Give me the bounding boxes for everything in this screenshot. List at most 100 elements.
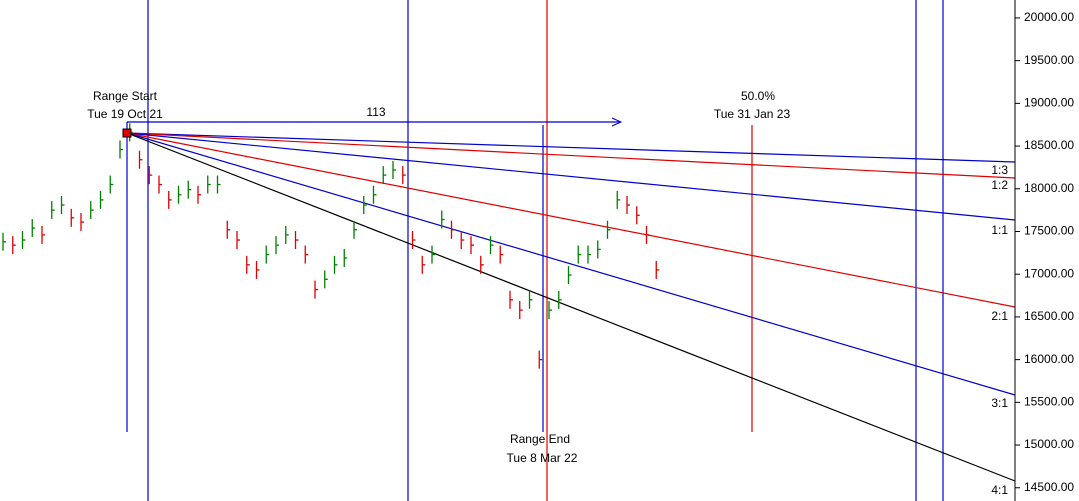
price-bar [285,225,289,244]
price-bar [616,190,621,209]
price-bar [382,166,387,185]
price-bar [158,175,162,194]
fan-label: 1:3 [991,163,1008,177]
price-bar [275,236,279,255]
price-bar [460,231,465,250]
price-bar [587,245,591,264]
price-bar [168,190,172,209]
price-bar [450,220,455,239]
price-bar [597,240,601,259]
fan-line [126,132,1016,396]
price-bar [177,185,182,204]
price-bar [392,160,396,179]
y-tick-label: 15500.00 [1024,395,1074,409]
price-bar [90,201,94,220]
y-tick-label: 15000.00 [1024,437,1074,451]
arrow-head [611,117,623,127]
price-bar [470,236,474,255]
price-bar [304,245,309,264]
y-tick-label: 19000.00 [1024,96,1074,110]
fan-label: 2:1 [991,309,1008,323]
fan-line [126,132,1016,163]
price-bar [216,175,221,194]
price-bar [353,220,357,239]
price-bar [294,231,299,250]
annotation: 50.0% [741,89,775,103]
y-tick-label: 17000.00 [1024,266,1074,280]
annotation: Tue 19 Oct 21 [87,107,163,121]
price-bar [265,245,270,264]
price-bar [51,201,55,220]
price-bar [187,180,192,199]
price-bar [645,225,650,244]
price-bar [21,231,26,250]
price-bar [138,150,143,169]
y-tick-label: 14500.00 [1024,480,1074,494]
price-bar [12,236,16,255]
price-bar [528,290,533,309]
price-bar [226,220,231,239]
price-bar [577,245,582,264]
price-bar [363,196,367,215]
price-bar [519,301,523,320]
y-tick-label: 16500.00 [1024,309,1074,323]
range-start-marker [122,128,132,138]
price-bar [246,255,250,274]
y-tick-label: 17500.00 [1024,224,1074,238]
fan-label: 1:2 [991,178,1008,192]
price-bar [41,225,45,244]
fan-line [126,132,1016,179]
price-bar [207,175,211,194]
fan-line [126,132,1016,482]
price-bar [626,196,630,215]
price-bar [480,255,484,274]
annotation: 113 [366,105,385,119]
price-bar [606,220,611,239]
price-bar [558,290,562,309]
price-bar [538,350,543,369]
price-bar [60,196,65,215]
annotation: Tue 31 Jan 23 [714,107,791,121]
price-bar [99,190,104,209]
price-bar [109,175,114,194]
price-bar [499,245,504,264]
price-bar [343,248,348,267]
fan-label: 3:1 [991,396,1008,410]
price-bar [255,260,260,279]
price-bar [324,270,328,289]
price-bar [411,231,416,250]
price-bar [119,140,123,159]
price-bar [80,213,84,232]
price-bar [314,280,318,299]
y-tick-label: 20000.00 [1024,10,1074,24]
price-bars [2,123,660,369]
price-bar [236,231,240,250]
fan-line [126,132,1016,308]
y-tick-label: 18500.00 [1024,138,1074,152]
price-bar [441,210,445,229]
price-bar [489,236,494,255]
annotation: Range Start [93,89,158,103]
price-bar [636,206,640,225]
fan-line [126,132,1016,221]
annotation: Range End [510,432,570,446]
price-bar [31,219,36,238]
y-tick-label: 19500.00 [1024,53,1074,67]
price-bar [372,185,377,204]
price-bar [402,166,406,185]
y-tick-label: 16000.00 [1024,352,1074,366]
gann-fan [126,132,1016,482]
price-bar [70,208,75,227]
fan-label: 1:1 [991,223,1008,237]
y-tick-label: 18000.00 [1024,181,1074,195]
price-bar [509,290,513,309]
fan-label: 4:1 [991,483,1008,497]
price-bar [548,301,552,320]
time-lines [126,0,944,501]
annotation: Tue 8 Mar 22 [507,451,578,465]
price-bar [197,185,201,204]
price-bar [2,232,6,251]
price-bar [148,166,153,185]
